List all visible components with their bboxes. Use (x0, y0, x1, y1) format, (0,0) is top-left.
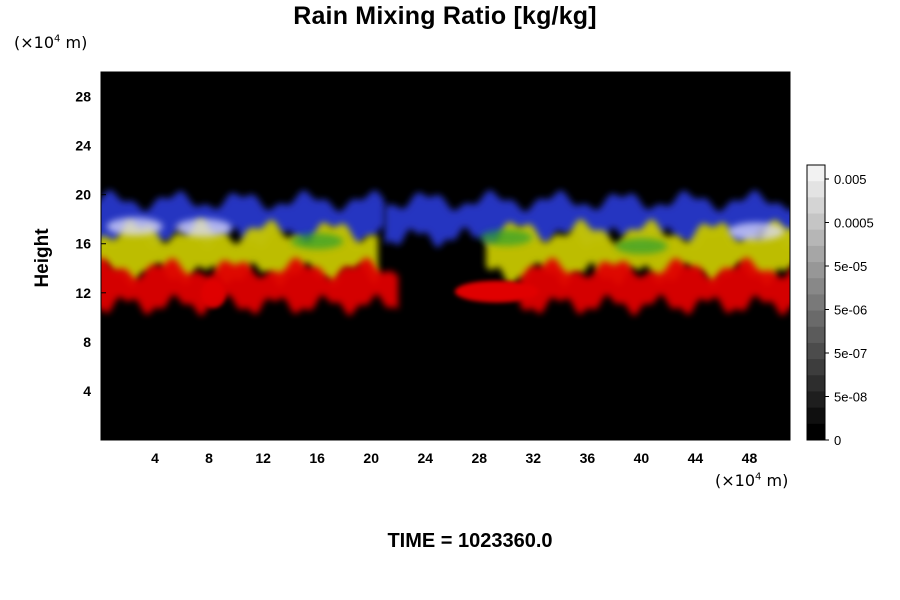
x-tick-label: 16 (309, 450, 325, 466)
x-tick-label: 12 (255, 450, 271, 466)
red-band-0 (101, 257, 399, 316)
colorbar: 0.005 0.0005 5e-05 5e-06 5e-07 5e-08 0 (806, 164, 874, 448)
heatmap-field (101, 190, 790, 316)
y-tick-label: 28 (75, 89, 91, 105)
chart-title: Rain Mixing Ratio [kg/kg] (293, 2, 597, 30)
y-axis-unit-label: (×104 m) (14, 33, 88, 52)
x-tick-label: 32 (526, 450, 542, 466)
plot-frame (100, 71, 791, 441)
colorbar-step-8 (807, 294, 825, 312)
colorbar-step-4 (807, 229, 825, 247)
colorbar-step-9 (807, 310, 825, 328)
colorbar-step-16 (807, 423, 825, 441)
x-tick-label: 36 (580, 450, 596, 466)
colorbar-step-14 (807, 391, 825, 409)
colorbar-label: 5e-05 (834, 259, 867, 274)
x-tick-label: 40 (634, 450, 650, 466)
highlight-1 (175, 218, 232, 237)
y-tick-label: 24 (75, 138, 91, 154)
time-label: TIME = 1023360.0 (387, 530, 553, 552)
colorbar-step-7 (807, 278, 825, 295)
x-tick-label: 4 (151, 450, 159, 466)
colorbar-step-11 (807, 342, 825, 360)
y-tick-label: 12 (75, 285, 91, 301)
colorbar-step-2 (807, 197, 825, 215)
colorbar-step-3 (807, 213, 825, 231)
red-blob (454, 280, 539, 303)
y-tick-label: 4 (83, 383, 91, 399)
x-tick-label: 8 (205, 450, 213, 466)
x-tick-label: 24 (417, 450, 433, 466)
colorbar-step-5 (807, 245, 825, 263)
colorbar-step-1 (807, 181, 825, 198)
plot-area (101, 72, 790, 440)
colorbar-label: 5e-08 (834, 390, 867, 405)
y-tick-label: 20 (75, 187, 91, 203)
highlight-2 (728, 222, 785, 241)
y-tick-label: 16 (75, 236, 91, 252)
colorbar-label: 5e-07 (834, 346, 867, 361)
green-patch-1 (480, 229, 533, 246)
x-tick-label: 20 (363, 450, 379, 466)
colorbar-label: 0.005 (834, 172, 867, 187)
colorbar-label: 0 (834, 433, 841, 448)
x-tick-label: 48 (742, 450, 758, 466)
x-tick-label: 44 (688, 450, 704, 466)
red-band-1 (519, 257, 790, 316)
x-axis-unit-label: (×104 m) (715, 471, 789, 490)
colorbar-label: 0.0005 (834, 216, 874, 231)
colorbar-label: 5e-06 (834, 303, 867, 318)
x-tick-label: 28 (471, 450, 487, 466)
colorbar-step-10 (807, 326, 825, 344)
green-patch-0 (291, 233, 344, 250)
red-droop (201, 280, 226, 309)
y-tick-label: 8 (83, 334, 91, 350)
colorbar-step-13 (807, 375, 825, 392)
colorbar-step-0 (807, 165, 825, 182)
colorbar-step-6 (807, 262, 825, 279)
green-patch-2 (615, 238, 668, 255)
colorbar-step-15 (807, 407, 825, 425)
highlight-0 (106, 217, 163, 236)
colorbar-step-12 (807, 359, 825, 376)
colorbar-frame (806, 164, 826, 441)
